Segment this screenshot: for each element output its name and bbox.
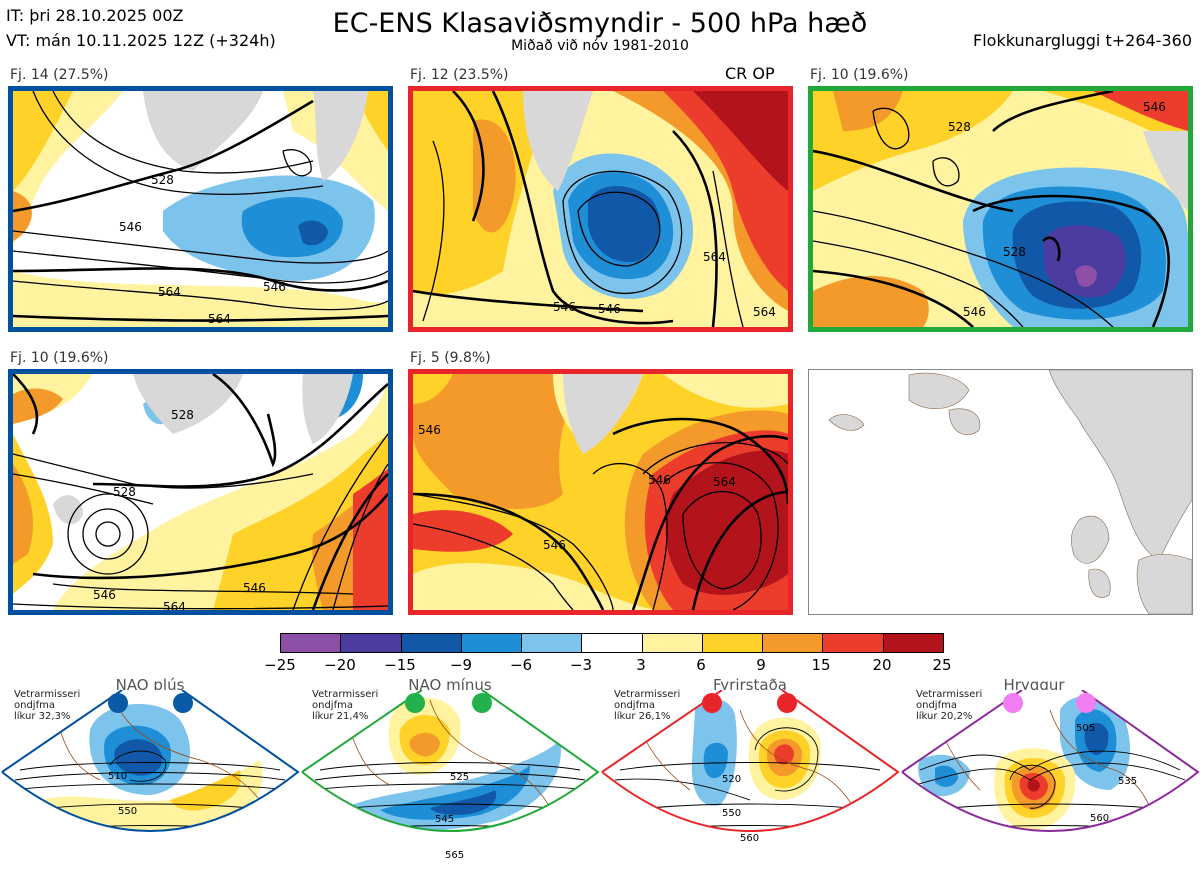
cluster-1-map: 528 546 564 546 564 — [8, 86, 393, 332]
regime-1-dot — [173, 693, 193, 713]
cluster-4-label: Fj. 10 (19.6%) — [10, 350, 109, 366]
cluster-1-contour-label: 564 — [208, 312, 231, 326]
cluster-1-contour-label: 528 — [151, 173, 174, 187]
cluster-3-contour-label: 546 — [1143, 100, 1166, 114]
colorbar-tick: −6 — [509, 656, 533, 674]
cluster-2-contour-label: 546 — [553, 300, 576, 314]
issue-time: IT: þri 28.10.2025 00Z — [6, 6, 184, 25]
cluster-2-map: 546 564 546 564 — [408, 86, 793, 332]
cluster-5-contour-label: 546 — [418, 423, 441, 437]
colorbar-segment — [281, 634, 342, 652]
regime-4-map: 505 535 560 — [901, 690, 1200, 832]
regime-4-contour-label: 535 — [1118, 776, 1137, 787]
colorbar-tick: 9 — [756, 656, 766, 674]
colorbar-tick: −20 — [324, 656, 356, 674]
regime-1-contour-label: 510 — [108, 771, 127, 782]
cluster-2-label: Fj. 12 (23.5%) — [410, 67, 509, 83]
cluster-5-contour-label: 546 — [543, 538, 566, 552]
colorbar-segment — [763, 634, 824, 652]
cluster-4-contour-label: 528 — [113, 485, 136, 499]
regime-2-dot — [472, 693, 492, 713]
cluster-4-contour-label: 546 — [243, 581, 266, 595]
cluster-3-map: 528 546 528 546 — [808, 86, 1193, 332]
colorbar-tick: −3 — [569, 656, 593, 674]
regime-2-name: NAO mínus — [408, 676, 492, 694]
colorbar-segment — [702, 634, 764, 652]
regime-1-map: 510 550 — [1, 690, 300, 832]
cr-op-label: CR OP — [725, 64, 775, 83]
cluster-1-contour-label: 546 — [263, 280, 286, 294]
colorbar-segment — [642, 634, 703, 652]
cluster-5-map: 546 546 564 546 — [408, 369, 793, 615]
cluster-3-contour-label: 528 — [1003, 245, 1026, 259]
colorbar-tick: −15 — [384, 656, 416, 674]
regime-4-contour-label: 505 — [1076, 723, 1095, 734]
regime-1-info: Vetrarmisseri ondjfma líkur 32,3% — [14, 689, 81, 722]
colorbar-tick: 20 — [872, 656, 892, 674]
regime-3-info: Vetrarmisseri ondjfma líkur 26,1% — [614, 689, 681, 722]
cluster-4-contour-label: 546 — [93, 588, 116, 602]
cluster-4-contour-label: 528 — [171, 408, 194, 422]
cluster-1-label: Fj. 14 (27.5%) — [10, 67, 109, 83]
colorbar-segment — [341, 634, 402, 652]
cluster-3-contour-label: 528 — [948, 120, 971, 134]
regime-3-contour-label: 520 — [722, 774, 741, 785]
cluster-4-map: 528 546 528 546 564 — [8, 369, 393, 615]
regime-3-dot — [702, 693, 722, 713]
regime-4-contour-label: 560 — [1090, 813, 1109, 824]
regime-2-contour-label: 565 — [445, 850, 464, 861]
regime-3-contour-label: 550 — [722, 808, 741, 819]
cluster-2-contour-label: 546 — [598, 302, 621, 316]
colorbar-segment — [823, 634, 884, 652]
cluster-5-label: Fj. 5 (9.8%) — [410, 350, 491, 366]
regime-4-info: Vetrarmisseri ondjfma líkur 20,2% — [916, 689, 983, 722]
colorbar-tick: 6 — [696, 656, 706, 674]
colorbar-segment — [883, 634, 943, 652]
cluster-2-contour-label: 564 — [753, 305, 776, 319]
regime-3-dot — [777, 693, 797, 713]
cluster-5-contour-label: 546 — [648, 473, 671, 487]
regime-1-name: NAO plús — [115, 676, 185, 694]
regime-3-name: Fyrirstaða — [713, 676, 787, 694]
colorbar-tick: 15 — [811, 656, 831, 674]
cluster-3-label: Fj. 10 (19.6%) — [810, 67, 909, 83]
regime-3-map: 520 550 560 — [601, 690, 900, 844]
colorbar-segment — [461, 634, 523, 652]
regime-2-contour-label: 525 — [450, 772, 469, 783]
regime-2-dot — [405, 693, 425, 713]
cluster-5-contour-label: 564 — [713, 475, 736, 489]
page-title: EC-ENS Klasaviðsmyndir - 500 hPa hæð — [332, 8, 868, 39]
regime-2-map: 525 545 565 — [301, 690, 600, 861]
cluster-1-contour-label: 546 — [119, 220, 142, 234]
regime-3-contour-label: 560 — [740, 833, 759, 844]
colorbar-tick: −9 — [449, 656, 473, 674]
colorbar-tick: 3 — [636, 656, 646, 674]
regime-4-dot — [1076, 693, 1096, 713]
regime-1-contour-label: 550 — [118, 806, 137, 817]
colorbar-segment — [401, 634, 462, 652]
colorbar-tick: 25 — [932, 656, 952, 674]
regime-2-contour-label: 545 — [435, 814, 454, 825]
classification-window: Flokkunargluggi t+264-360 — [973, 31, 1192, 50]
cluster-1-contour-label: 564 — [158, 285, 181, 299]
colorbar-segment — [582, 634, 643, 652]
cluster-2-contour-label: 564 — [703, 250, 726, 264]
regime-4-name: Hryggur — [1003, 676, 1065, 694]
empty-map-panel — [808, 369, 1193, 615]
regime-4-dot — [1003, 693, 1023, 713]
page-subtitle: Miðað við nóv 1981-2010 — [511, 38, 689, 54]
cluster-4-contour-label: 564 — [163, 600, 186, 610]
colorbar-tick: −25 — [264, 656, 296, 674]
regime-1-dot — [108, 693, 128, 713]
cluster-3-contour-label: 546 — [963, 305, 986, 319]
colorbar — [280, 633, 944, 653]
valid-time: VT: mán 10.11.2025 12Z (+324h) — [6, 31, 276, 50]
regime-2-info: Vetrarmisseri ondjfma líkur 21,4% — [312, 689, 379, 722]
colorbar-segment — [522, 634, 583, 652]
